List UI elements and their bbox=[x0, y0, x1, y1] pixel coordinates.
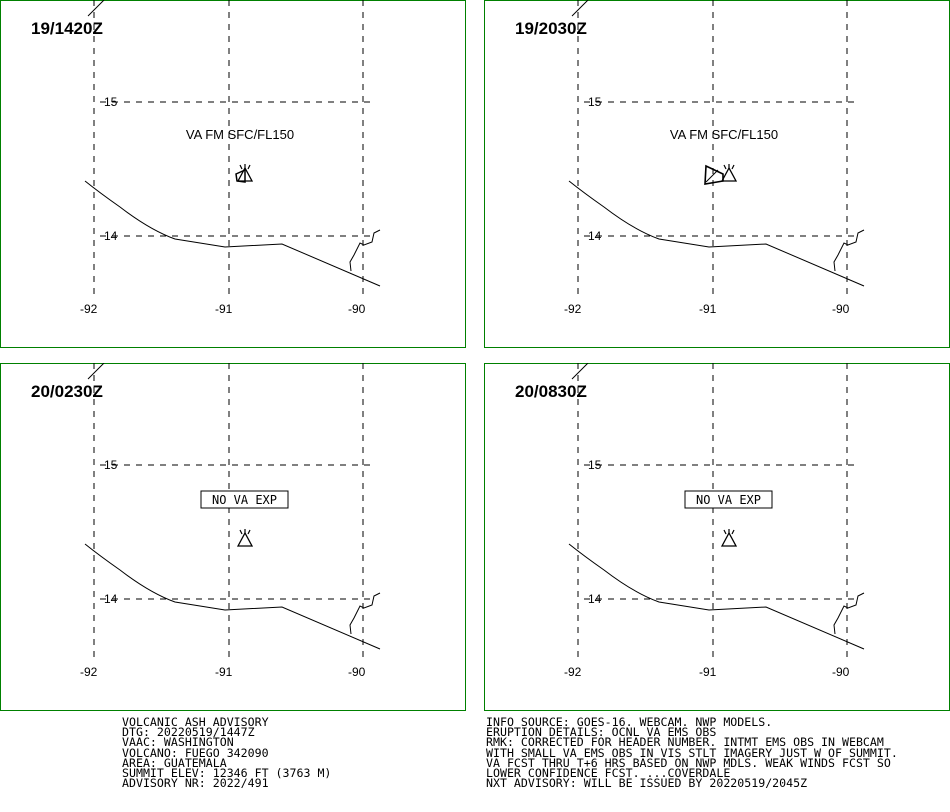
advisory-details-line-3: RMK: CORRECTED FOR HEADER NUMBER. INTMT … bbox=[486, 735, 884, 750]
volcano-icon bbox=[236, 529, 254, 547]
advisory-header-line-6: SUMMIT ELEV: 12346 FT (3763 M) bbox=[122, 765, 332, 780]
valid-time-label: 20/0830Z bbox=[515, 382, 587, 401]
ash-cloud-hatch bbox=[705, 169, 719, 183]
ash-cloud-polygon bbox=[704, 164, 724, 185]
lon-label--91: -91 bbox=[215, 302, 233, 316]
panel-frame bbox=[484, 0, 950, 348]
lon-label--92: -92 bbox=[564, 302, 582, 316]
advisory-header-block: VOLCANIC ASH ADVISORY DTG: 20220519/1447Z… bbox=[122, 715, 332, 791]
map-svg: 15 14 -92 -91 -90 19/2030Z VA FM SFC/FL150 bbox=[484, 0, 950, 348]
advisory-header-line-3: VAAC: WASHINGTON bbox=[122, 735, 234, 750]
va-extent-label: VA FM SFC/FL150 bbox=[186, 127, 294, 142]
coastline bbox=[568, 180, 865, 287]
lon-label--92: -92 bbox=[564, 665, 582, 679]
corner-tick bbox=[571, 363, 589, 380]
no-va-box bbox=[200, 490, 289, 509]
advisory-details-line-1: INFO SOURCE: GOES-16. WEBCAM. NWP MODELS… bbox=[486, 715, 773, 729]
va-extent-label: VA FM SFC/FL150 bbox=[670, 127, 778, 142]
valid-time-label: 19/1420Z bbox=[31, 19, 103, 38]
lon-label--90: -90 bbox=[348, 302, 366, 316]
advisory-details-line-4: WITH SMALL VA EMS OBS IN VIS STLT IMAGER… bbox=[486, 745, 898, 760]
ash-cloud-polygon bbox=[235, 168, 246, 183]
advisory-header-line-5: AREA: GUATEMALA bbox=[122, 755, 227, 770]
advisory-details-block: INFO SOURCE: GOES-16. WEBCAM. NWP MODELS… bbox=[486, 715, 898, 791]
lon-label--90: -90 bbox=[832, 302, 850, 316]
lon-label--91: -91 bbox=[699, 302, 717, 316]
advisory-details-line-2: ERUPTION DETAILS: OCNL VA EMS OBS bbox=[486, 725, 717, 740]
advisory-details-line-6: LOWER CONFIDENCE FCST. ...COVERDALE bbox=[486, 765, 731, 780]
lon-label--90: -90 bbox=[348, 665, 366, 679]
lat-label-14: 14 bbox=[104, 592, 118, 606]
corner-tick bbox=[571, 0, 589, 17]
advisory-header-line-1: VOLCANIC ASH ADVISORY bbox=[122, 715, 269, 729]
corner-tick bbox=[87, 0, 105, 17]
lon-label--92: -92 bbox=[80, 665, 98, 679]
advisory-header-line-7: ADVISORY NR: 2022/491 bbox=[122, 776, 269, 791]
panel-frame bbox=[484, 363, 950, 711]
panel-frame bbox=[0, 363, 466, 711]
map-panel-1: 15 14 -92 -91 -90 19/1420Z VA FM SFC/FL150 bbox=[0, 0, 466, 348]
corner-tick bbox=[87, 363, 105, 380]
map-panel-3: 15 14 -92 -91 -90 20/0230Z NO VA EXP bbox=[0, 363, 466, 711]
lat-label-14: 14 bbox=[588, 592, 602, 606]
lat-label-14: 14 bbox=[588, 229, 602, 243]
no-va-label: NO VA EXP bbox=[696, 493, 761, 507]
advisory-details-line-7: NXT ADVISORY: WILL BE ISSUED BY 20220519… bbox=[486, 776, 808, 791]
lat-label-14: 14 bbox=[104, 229, 118, 243]
coastline bbox=[84, 543, 381, 650]
valid-time-label: 19/2030Z bbox=[515, 19, 587, 38]
border-line bbox=[833, 592, 865, 635]
lat-label-15: 15 bbox=[588, 458, 602, 472]
no-va-label: NO VA EXP bbox=[212, 493, 277, 507]
panel-frame bbox=[0, 0, 466, 348]
volcano-icon bbox=[720, 164, 738, 182]
lon-label--91: -91 bbox=[215, 665, 233, 679]
advisory-details-line-5: VA FCST THRU T+6 HRS BASED ON NWP MDLS. … bbox=[486, 755, 891, 770]
map-svg: 15 14 -92 -91 -90 20/0230Z NO VA EXP bbox=[0, 363, 466, 711]
no-va-box bbox=[684, 490, 773, 509]
valid-time-label: 20/0230Z bbox=[31, 382, 103, 401]
border-line bbox=[349, 229, 381, 272]
map-svg: 15 14 -92 -91 -90 20/0830Z NO VA EXP bbox=[484, 363, 950, 711]
coastline bbox=[568, 543, 865, 650]
map-panel-2: 15 14 -92 -91 -90 19/2030Z VA FM SFC/FL150 bbox=[484, 0, 950, 348]
border-line bbox=[349, 592, 381, 635]
lon-label--92: -92 bbox=[80, 302, 98, 316]
map-svg: 15 14 -92 -91 -90 19/1420Z VA FM SFC/FL150 bbox=[0, 0, 466, 348]
lat-label-15: 15 bbox=[588, 95, 602, 109]
border-line bbox=[833, 229, 865, 272]
advisory-header-line-4: VOLCANO: FUEGO 342090 bbox=[122, 745, 269, 760]
advisory-header-line-2: DTG: 20220519/1447Z bbox=[122, 725, 255, 740]
lat-label-15: 15 bbox=[104, 95, 118, 109]
lon-label--91: -91 bbox=[699, 665, 717, 679]
lat-label-15: 15 bbox=[104, 458, 118, 472]
coastline bbox=[84, 180, 381, 287]
map-panel-4: 15 14 -92 -91 -90 20/0830Z NO VA EXP bbox=[484, 363, 950, 711]
volcano-icon bbox=[720, 529, 738, 547]
lon-label--90: -90 bbox=[832, 665, 850, 679]
